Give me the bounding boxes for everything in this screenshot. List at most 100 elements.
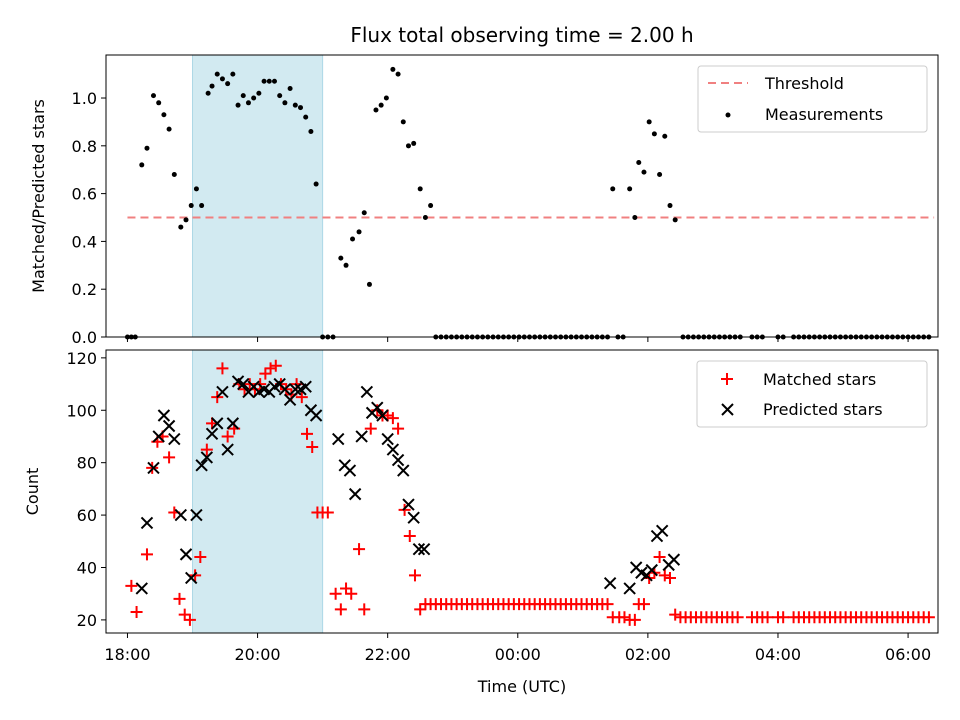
x-tick-label: 18:00 bbox=[104, 645, 150, 664]
y-tick-label: 0.2 bbox=[72, 280, 97, 299]
predicted-star-point bbox=[237, 377, 250, 391]
measurement-point bbox=[171, 171, 177, 177]
count-legend: Matched stars Predicted stars bbox=[696, 360, 928, 428]
measurement-point bbox=[343, 262, 349, 268]
observing-window-band bbox=[192, 54, 324, 338]
measurement-point bbox=[256, 90, 262, 96]
count-y-axis-label: Count bbox=[23, 468, 42, 516]
predicted-star-point bbox=[348, 487, 362, 501]
predicted-star-point bbox=[407, 511, 420, 524]
count-legend-box bbox=[696, 360, 928, 428]
predicted-star-point bbox=[381, 432, 394, 446]
measurement-point bbox=[150, 93, 156, 99]
measurement-point bbox=[373, 107, 379, 113]
measurement-point bbox=[400, 119, 406, 125]
matched-star-point bbox=[663, 571, 676, 584]
measurement-point bbox=[271, 78, 277, 84]
matched-star-point bbox=[922, 611, 935, 624]
matched-star-point bbox=[125, 579, 138, 592]
measurement-point bbox=[378, 102, 384, 108]
y-tick-label: 0.8 bbox=[72, 137, 97, 156]
matched-star-point bbox=[358, 603, 371, 616]
measurement-point bbox=[287, 85, 293, 91]
legend-matched-label: Matched stars bbox=[763, 370, 876, 389]
x-tick-label: 20:00 bbox=[235, 645, 281, 664]
predicted-star-point bbox=[190, 508, 203, 522]
measurement-point bbox=[627, 186, 633, 192]
legend-matched-swatch bbox=[721, 373, 733, 385]
predicted-star-point bbox=[216, 385, 229, 399]
matched-star-point bbox=[194, 551, 207, 564]
measurement-point bbox=[292, 102, 298, 108]
ratio-legend-box bbox=[697, 65, 928, 133]
measurement-point bbox=[338, 255, 344, 261]
measurement-point bbox=[308, 128, 314, 134]
x-tick-label: 22:00 bbox=[365, 645, 411, 664]
measurement-point bbox=[214, 71, 220, 77]
matched-star-point bbox=[345, 587, 358, 600]
measurement-point bbox=[657, 171, 663, 177]
predicted-star-point bbox=[391, 453, 405, 467]
measurement-point bbox=[282, 100, 288, 106]
count-panel: 20 40 60 80 100 120 18:00 20:00 22:00 00:00 02:00… bbox=[23, 349, 939, 696]
predicted-star-point bbox=[343, 464, 357, 477]
matched-star-point bbox=[259, 367, 272, 380]
measurement-point bbox=[422, 215, 428, 221]
chart-title: Flux total observing time = 2.00 h bbox=[350, 23, 693, 47]
predicted-star-point bbox=[360, 385, 374, 399]
predicted-star-point bbox=[289, 383, 302, 396]
matched-star-point bbox=[601, 598, 614, 611]
matched-star-point bbox=[414, 603, 427, 616]
predicted-star-point bbox=[355, 430, 368, 443]
ratio-y-ticks: 0.0 0.2 0.4 0.6 0.8 1.0 bbox=[72, 89, 106, 347]
matched-star-point bbox=[301, 427, 314, 440]
predicted-star-point bbox=[299, 380, 312, 393]
measurement-point bbox=[188, 203, 194, 209]
y-tick-label: 0.6 bbox=[72, 185, 97, 204]
measurement-point bbox=[395, 71, 401, 77]
matched-star-point bbox=[340, 582, 353, 595]
measurement-point bbox=[405, 143, 411, 149]
matched-star-point bbox=[658, 569, 671, 582]
measurement-point bbox=[667, 203, 673, 209]
predicted-star-point bbox=[402, 498, 415, 511]
matched-star-point bbox=[264, 362, 277, 375]
matched-star-point bbox=[353, 543, 366, 556]
y-tick-label: 120 bbox=[66, 349, 97, 368]
matched-star-point bbox=[653, 551, 666, 564]
measurement-point bbox=[298, 105, 304, 111]
y-tick-label: 1.0 bbox=[72, 89, 97, 108]
matched-star-point bbox=[637, 598, 650, 611]
predicted-star-point bbox=[140, 516, 154, 530]
matched-star-point bbox=[306, 440, 319, 453]
matched-star-point bbox=[140, 548, 153, 561]
matched-star-point bbox=[392, 422, 405, 435]
predicted-star-point bbox=[152, 430, 165, 443]
matched-star-point bbox=[269, 359, 282, 372]
predicted-star-point bbox=[278, 383, 292, 396]
matched-star-point bbox=[408, 569, 421, 582]
predicted-star-point bbox=[168, 432, 181, 446]
measurement-point bbox=[230, 71, 236, 77]
matched-star-point bbox=[761, 611, 774, 624]
measurement-point bbox=[383, 95, 389, 101]
ratio-x-ticks bbox=[126, 337, 909, 342]
predicted-star-point bbox=[283, 393, 297, 406]
predicted-star-point bbox=[157, 409, 171, 422]
measurement-point bbox=[139, 162, 145, 168]
ratio-panel-frame bbox=[105, 54, 939, 338]
predicted-star-point bbox=[147, 461, 160, 475]
predicted-star-point bbox=[226, 417, 240, 430]
matched-star-point bbox=[731, 611, 744, 624]
legend-threshold-label: Threshold bbox=[764, 74, 844, 93]
predicted-star-point bbox=[371, 401, 384, 414]
predicted-star-point bbox=[185, 571, 198, 585]
x-tick-label: 04:00 bbox=[755, 645, 801, 664]
matched-star-point bbox=[295, 391, 308, 404]
measurement-point bbox=[646, 119, 652, 125]
y-tick-label: 100 bbox=[66, 401, 97, 420]
predicted-star-point bbox=[332, 432, 345, 446]
y-tick-label: 80 bbox=[77, 454, 97, 473]
matched-star-point bbox=[130, 606, 143, 619]
count-panel-frame bbox=[105, 349, 939, 634]
